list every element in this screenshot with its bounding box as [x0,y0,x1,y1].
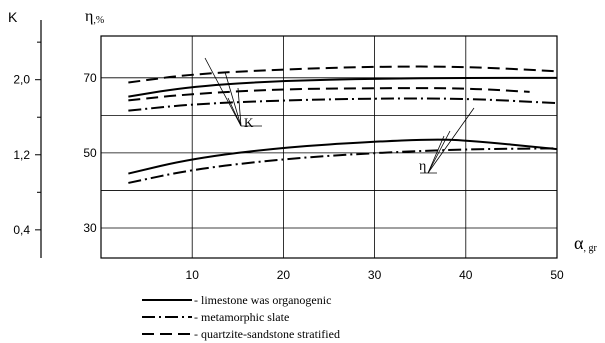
k-axis-ticks: 2,0 1,2 0,4 [13,41,41,237]
legend: - limestone was organogenic - metamorphic… [142,293,340,341]
eta-tick-label: 50 [83,146,97,160]
annotation-eta: η [419,159,426,174]
annotation-leaders [204,57,475,174]
eta-tick-label: 70 [83,71,97,85]
series-line-K-dashed [128,87,530,102]
eta-tick-label: 30 [83,221,97,235]
series-line-K-dashed [128,65,558,84]
k-tick-label: 0,4 [13,223,30,237]
k-axis-label: K [8,9,18,25]
x-tick-label: 10 [186,268,200,282]
legend-label: - metamorphic slate [194,310,289,324]
series-line-eta-solid [128,138,558,175]
annotation-k: K [244,115,254,130]
series-line-K-dash-dot [128,97,558,112]
legend-label: - quartzite-sandstone stratified [194,327,340,341]
x-axis-ticks: 10 20 30 40 50 [186,268,564,282]
eta-axis-ticks: 70 50 30 [83,71,97,235]
plot-frame [100,35,558,259]
series-line-K-solid [128,76,557,98]
x-tick-label: 30 [368,268,382,282]
x-tick-label: 50 [550,268,564,282]
chart-grid [100,35,558,259]
legend-label: - limestone was organogenic [194,293,331,307]
x-axis-label: α, gr [574,233,597,254]
x-tick-label: 40 [459,268,473,282]
x-tick-label: 20 [277,268,291,282]
chart-series [128,65,558,184]
k-tick-label: 1,2 [13,148,30,162]
series-line-eta-dash-dot [128,147,558,184]
k-tick-label: 2,0 [13,73,30,87]
eta-axis-label: η,% [85,8,104,26]
